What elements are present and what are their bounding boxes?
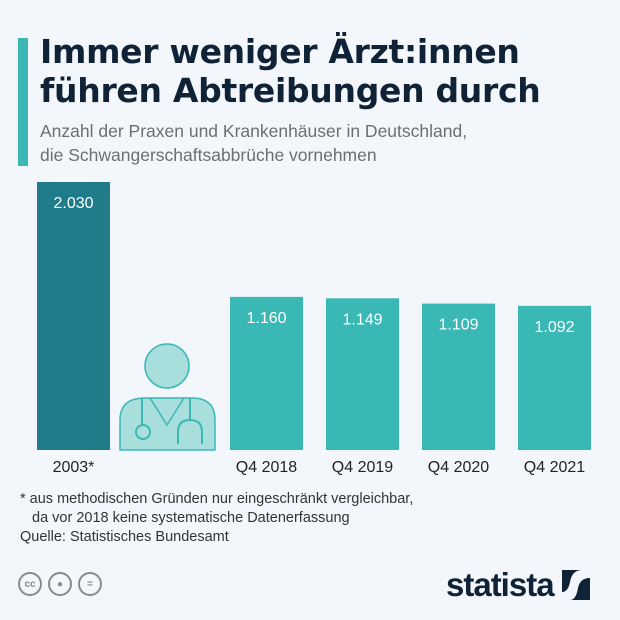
title-line-2: führen Abtreibungen durch [40, 71, 541, 110]
statista-logo[interactable]: statista [446, 566, 590, 604]
by-icon: ● [48, 572, 72, 596]
note-line-1: * aus methodischen Gründen nur eingeschr… [20, 491, 414, 507]
bar [518, 305, 591, 450]
subtitle-line-2: die Schwangerschaftsabbrüche vornehmen [40, 145, 377, 165]
statista-mark-icon [561, 570, 590, 600]
bar [326, 298, 399, 450]
category-label: Q4 2019 [332, 459, 393, 476]
category-label: Q4 2020 [428, 459, 489, 476]
source: Quelle: Statistisches Bundesamt [20, 529, 229, 545]
value-label: 2.030 [53, 195, 93, 212]
category-label: Q4 2021 [524, 459, 585, 476]
bar [37, 182, 110, 450]
brand-name: statista [446, 566, 555, 603]
title-line-1: Immer weniger Ärzt:innen [40, 32, 520, 71]
category-label: Q4 2018 [236, 459, 297, 476]
page-title: Immer weniger Ärzt:innen führen Abtreibu… [40, 32, 541, 110]
value-label: 1.092 [534, 319, 574, 336]
bar [230, 296, 303, 450]
footnote: * aus methodischen Gründen nur eingeschr… [20, 490, 413, 547]
category-label: 2003* [53, 459, 95, 476]
subtitle-line-1: Anzahl der Praxen und Krankenhäuser in D… [40, 121, 468, 141]
license-icons[interactable]: cc ● = [18, 572, 102, 596]
note-line-2: da vor 2018 keine systematische Datenerf… [32, 510, 350, 526]
title-accent-bar [18, 38, 28, 166]
bar [422, 303, 495, 450]
nd-icon: = [78, 572, 102, 596]
doctor-icon [119, 343, 216, 451]
value-label: 1.149 [342, 311, 382, 328]
subtitle: Anzahl der Praxen und Krankenhäuser in D… [40, 119, 467, 167]
cc-icon: cc [18, 572, 42, 596]
value-label: 1.160 [246, 310, 286, 327]
value-label: 1.109 [438, 317, 478, 334]
